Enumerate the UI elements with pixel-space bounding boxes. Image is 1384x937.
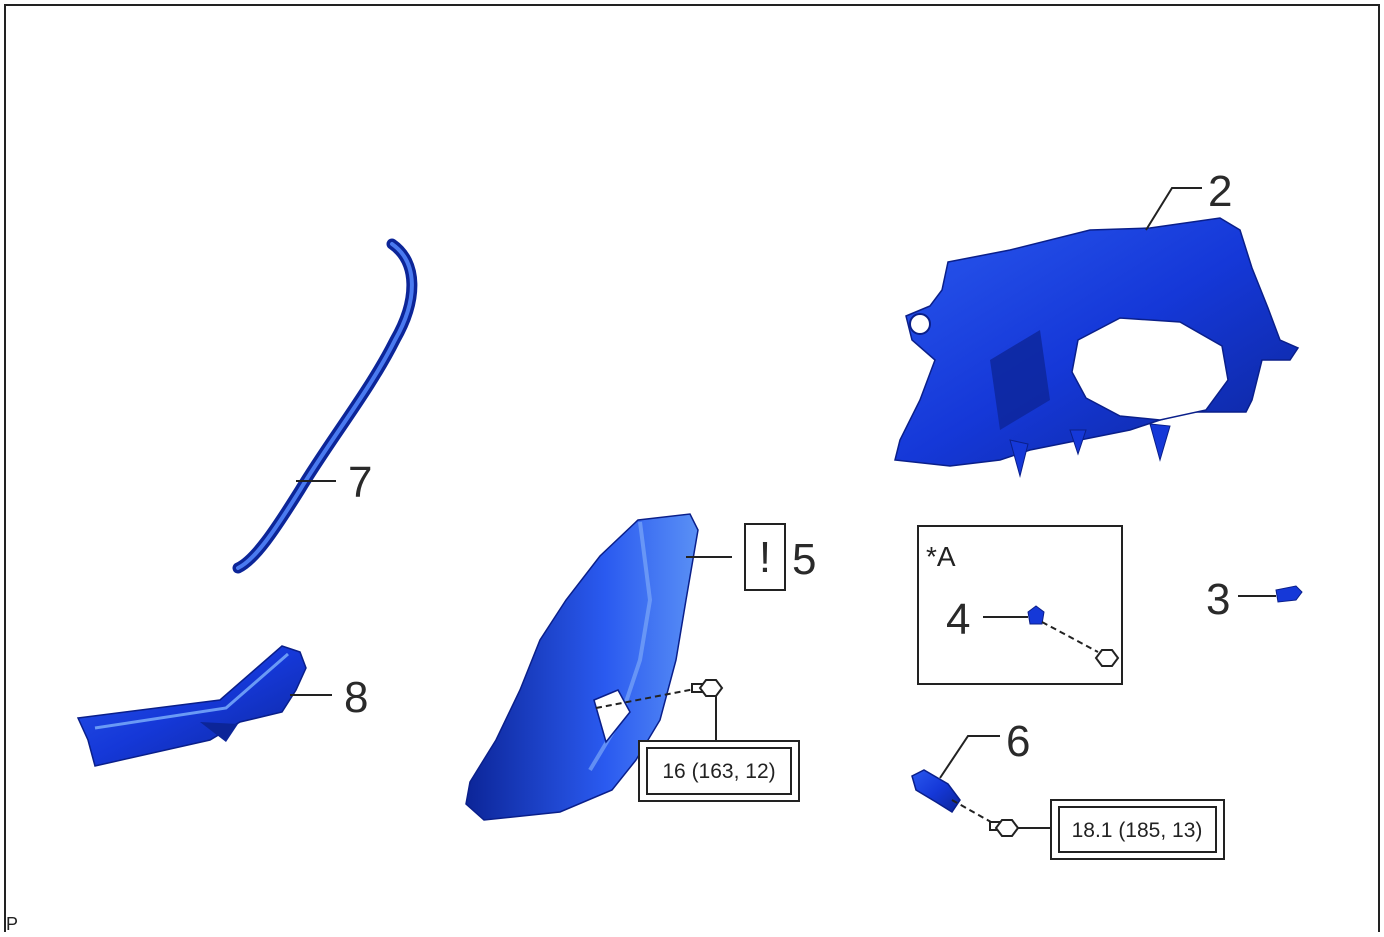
dashed-line-4 <box>1041 621 1099 653</box>
part-3-clip-icon <box>1275 585 1303 603</box>
bolt-6-icon <box>989 819 1020 837</box>
torque-spec-1: 16 (163, 12) <box>662 760 775 783</box>
part-4-clip-icon <box>1027 605 1045 625</box>
callout-5: 5 <box>792 535 816 584</box>
caution-mark: ! <box>759 533 771 582</box>
torque-spec-2: 18.1 (185, 13) <box>1072 819 1203 842</box>
part-7-strip <box>232 238 418 574</box>
diagram-border <box>4 4 1380 937</box>
inset-box-a <box>917 525 1123 685</box>
inset-label: *A <box>926 541 956 572</box>
part-6-bracket <box>911 769 961 814</box>
screw-4-icon <box>1094 649 1120 667</box>
callout-7: 7 <box>348 458 372 507</box>
callout-3: 3 <box>1206 575 1230 624</box>
leader-6 <box>939 735 1000 779</box>
callout-6: 6 <box>1006 717 1030 766</box>
bolt-5-icon <box>691 679 724 697</box>
callout-4: 4 <box>946 595 970 644</box>
torque-box-2-inner <box>1058 806 1217 853</box>
leader-2 <box>1145 187 1202 231</box>
part-8-scuff-plate <box>76 645 307 767</box>
torque-box-1-inner <box>646 747 792 795</box>
corner-code: P <box>6 914 18 932</box>
callout-8: 8 <box>344 673 368 722</box>
dashed-line-5 <box>595 687 701 709</box>
callout-2: 2 <box>1208 167 1232 216</box>
part-2-quarter-trim <box>894 217 1300 478</box>
caution-box <box>744 523 786 591</box>
